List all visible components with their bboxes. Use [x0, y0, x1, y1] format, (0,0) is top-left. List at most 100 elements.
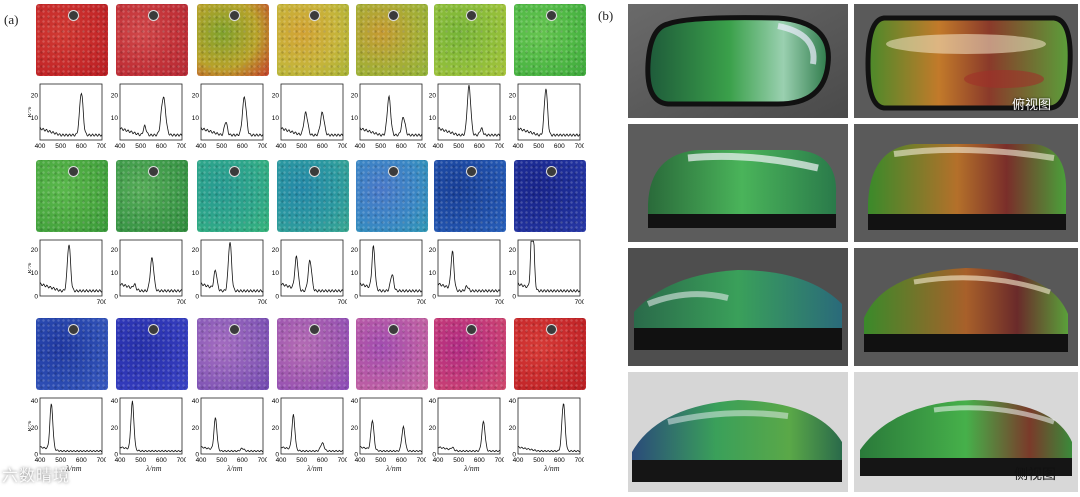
y-tick-label: 20: [192, 425, 200, 432]
y-tick-label: 0: [275, 452, 279, 459]
y-tick-label: 10: [509, 115, 517, 122]
spectrum-line: [39, 244, 103, 293]
spectrum-plot: 0 20 40 400 500 600 700 R/%: [28, 397, 106, 464]
y-tick-label: 0: [195, 294, 199, 301]
spectrum-line: [280, 414, 343, 453]
x-axis-label: λ/nm: [386, 464, 402, 473]
x-tick-label: 600: [317, 143, 328, 150]
sample-swatch: [277, 160, 349, 232]
y-tick-label: 0: [34, 294, 38, 301]
sample-swatch: [514, 318, 586, 390]
y-tick-label: 0: [432, 452, 436, 459]
spectrum-line: [39, 403, 103, 453]
x-tick-label: 600: [554, 143, 565, 150]
x-axis-label: λ/nm: [544, 464, 560, 473]
spectrum-plot: 0 10 20 700: [429, 239, 504, 306]
hanging-hole-icon: [309, 324, 320, 335]
y-tick-label: 0: [114, 452, 118, 459]
x-tick-label: 500: [453, 143, 464, 150]
y-tick-label: 10: [111, 270, 119, 277]
y-tick-label: 20: [509, 425, 517, 432]
x-tick-label: 500: [296, 143, 307, 150]
x-tick-label: 500: [55, 457, 66, 464]
spectrum-line: [359, 419, 423, 453]
y-tick-label: 10: [351, 270, 359, 277]
x-tick-label: 700: [258, 143, 267, 150]
x-tick-label: 700: [97, 457, 106, 464]
x-axis-label: λ/nm: [464, 464, 480, 473]
y-tick-label: 20: [272, 425, 280, 432]
sample-swatch: [356, 160, 428, 232]
sample-swatch: [116, 318, 188, 390]
panel-a-label: (a): [4, 12, 19, 27]
x-tick-label: 600: [76, 457, 87, 464]
hanging-hole-icon: [229, 166, 240, 177]
x-tick-label: 700: [338, 143, 347, 150]
x-tick-label: 600: [474, 143, 485, 150]
spectrum-line: [437, 420, 501, 453]
y-tick-label: 0: [354, 452, 358, 459]
plot-frame: [359, 397, 423, 455]
x-tick-label: 700: [258, 457, 267, 464]
plot-frame: [200, 83, 264, 141]
plot-frame: [39, 83, 103, 141]
y-tick-label: 40: [111, 398, 119, 405]
spectrum-line: [281, 255, 344, 293]
sample-swatch: [36, 318, 108, 390]
x-tick-label: 400: [115, 457, 126, 464]
y-tick-label: 40: [509, 398, 517, 405]
sample-swatch: [277, 4, 349, 76]
spectrum-line: [517, 88, 581, 137]
spectrum-line: [517, 403, 581, 453]
y-tick-label: 10: [31, 115, 39, 122]
x-tick-label: 600: [317, 457, 328, 464]
x-tick-label: 700: [177, 143, 186, 150]
plot-frame: [437, 239, 501, 297]
panel-b-label: (b): [598, 8, 614, 23]
x-tick-label: 700: [417, 143, 426, 150]
spectrum-line: [119, 257, 183, 293]
x-tick-label: 700: [575, 143, 584, 150]
x-tick-label: 400: [276, 143, 287, 150]
y-tick-label: 10: [429, 115, 437, 122]
x-tick-label: 500: [375, 143, 386, 150]
sample-swatch: [197, 160, 269, 232]
y-tick-label: 0: [275, 294, 279, 301]
plot-frame: [517, 397, 581, 455]
spectrum-plot: 0 10 20 700: [192, 239, 267, 306]
x-tick-label: 600: [554, 457, 565, 464]
sample-swatch: [434, 160, 506, 232]
x-axis-label: λ/nm: [146, 464, 162, 473]
sample-swatch: [116, 160, 188, 232]
x-tick-label: 400: [35, 457, 46, 464]
x-tick-label: 500: [375, 457, 386, 464]
y-tick-label: 20: [272, 93, 280, 100]
y-tick-label: 0: [114, 294, 118, 301]
y-tick-label: 10: [272, 270, 280, 277]
sample-swatch: [356, 4, 428, 76]
spectrum-line: [119, 96, 183, 137]
x-tick-label: 500: [216, 143, 227, 150]
plot-frame: [280, 397, 344, 455]
hanging-hole-icon: [229, 10, 240, 21]
x-tick-label: 600: [237, 457, 248, 464]
y-tick-label: 20: [192, 93, 200, 100]
y-tick-label: 0: [195, 452, 199, 459]
spectrum-line: [39, 92, 103, 137]
plot-frame: [280, 83, 344, 141]
x-tick-label: 700: [338, 299, 347, 306]
spectrum-line: [200, 417, 263, 453]
x-tick-label: 700: [417, 457, 426, 464]
spectrum-plot: 10 20 400 500 600 700: [111, 83, 186, 150]
side-view-caption: 侧视图: [1014, 466, 1056, 482]
y-tick-label: 20: [509, 247, 517, 254]
hanging-hole-icon: [148, 10, 159, 21]
plot-frame: [359, 239, 423, 297]
x-tick-label: 700: [575, 457, 584, 464]
y-tick-label: 20: [351, 425, 359, 432]
y-tick-label: 10: [272, 115, 280, 122]
x-tick-label: 500: [533, 143, 544, 150]
x-tick-label: 600: [156, 457, 167, 464]
spectrum-plot: 0 10 20 700: [111, 239, 186, 306]
photo-top-right-1: 俯视图: [854, 4, 1078, 118]
